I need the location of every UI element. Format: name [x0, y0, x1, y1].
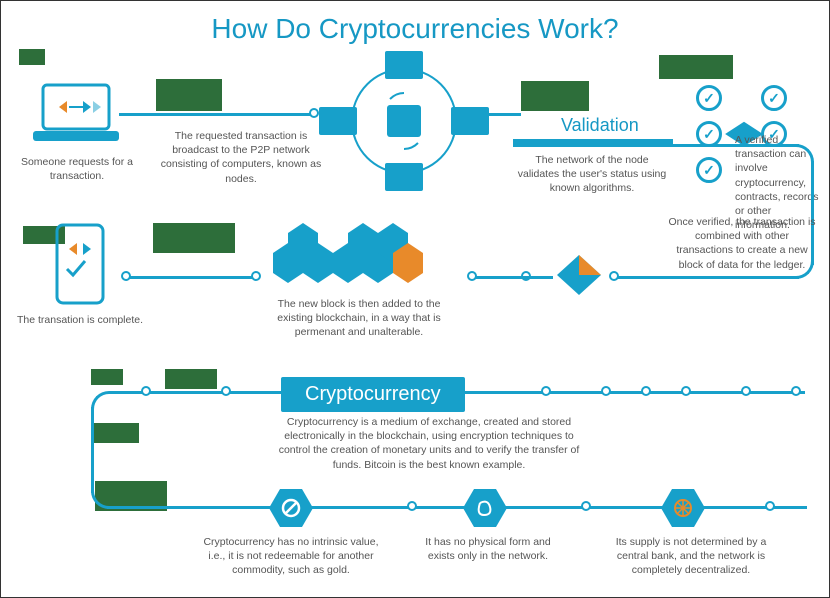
connector	[125, 276, 255, 279]
step6-caption: The new block is then added to the exist…	[259, 297, 459, 340]
step5-caption: Once verified, the transaction is combin…	[667, 215, 817, 272]
accent-block	[165, 369, 217, 389]
step7-caption: The transation is complete.	[15, 313, 145, 327]
p2p-network-icon	[319, 51, 489, 191]
connector	[613, 276, 799, 279]
flow-dot	[641, 386, 651, 396]
corner	[796, 144, 814, 162]
validation-underline	[513, 139, 673, 147]
flow-dot	[741, 386, 751, 396]
accent-block	[156, 79, 222, 111]
fact1-caption: Cryptocurrency has no intrinsic value, i…	[201, 535, 381, 578]
flow-dot	[601, 386, 611, 396]
step1-caption: Someone requests for a transaction.	[19, 155, 135, 183]
accent-block	[19, 49, 45, 65]
flow-dot	[467, 271, 477, 281]
accent-block	[91, 369, 123, 385]
flow-dot	[541, 386, 551, 396]
blockchain-icon	[253, 223, 463, 303]
fact3-caption: Its supply is not determined by a centra…	[601, 535, 781, 578]
no-physical-form-icon	[463, 489, 507, 527]
accent-block	[93, 423, 139, 443]
accent-block	[521, 81, 589, 111]
no-intrinsic-value-icon	[269, 489, 313, 527]
crypto-banner: Cryptocurrency	[281, 377, 465, 412]
flow-dot	[251, 271, 261, 281]
accent-block	[659, 55, 733, 79]
block-diamond-icon	[551, 251, 607, 299]
flow-dot	[141, 386, 151, 396]
flow-dot	[681, 386, 691, 396]
connector	[487, 113, 521, 116]
flow-dot	[609, 271, 619, 281]
laptop-icon	[31, 79, 121, 149]
decentralized-icon	[661, 489, 705, 527]
validation-label: Validation	[561, 115, 639, 136]
step3-caption: The network of the node validates the us…	[517, 153, 667, 196]
connector	[471, 276, 553, 279]
page-title: How Do Cryptocurrencies Work?	[1, 13, 829, 45]
flow-dot	[221, 386, 231, 396]
flow-dot	[581, 501, 591, 511]
phone-complete-icon	[53, 223, 107, 309]
crypto-description: Cryptocurrency is a medium of exchange, …	[269, 415, 589, 472]
flow-dot	[791, 386, 801, 396]
accent-block	[153, 223, 235, 253]
flow-dot	[121, 271, 131, 281]
check-icon: ✓	[696, 85, 722, 111]
flow-dot	[407, 501, 417, 511]
flow-dot	[765, 501, 775, 511]
connector	[119, 113, 313, 116]
step2-caption: The requested transaction is broadcast t…	[159, 129, 323, 186]
fact2-caption: It has no physical form and exists only …	[415, 535, 561, 563]
check-icon: ✓	[761, 85, 787, 111]
connector	[671, 144, 799, 147]
crypto-line	[91, 407, 94, 493]
flow-dot	[309, 108, 319, 118]
